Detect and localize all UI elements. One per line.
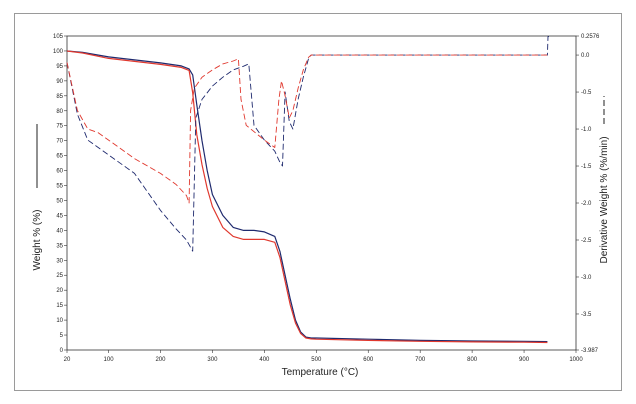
left-tick-label: 80 [56, 109, 63, 115]
x-tick-label: 400 [259, 357, 270, 363]
x-tick-label: 1000 [569, 357, 583, 363]
series-line-1-left-solid [66, 50, 548, 343]
right-tick-label: -3.987 [581, 348, 599, 354]
right-tick-label: -1.0 [581, 127, 592, 133]
left-tick-label: 95 [56, 64, 63, 70]
left-tick-label: 20 [56, 288, 63, 294]
x-tick-label: 800 [467, 357, 478, 363]
left-tick-label: 85 [56, 94, 63, 100]
x-tick-label: 300 [207, 357, 218, 363]
left-tick-label: 0 [60, 348, 64, 354]
plot-border [66, 35, 577, 351]
left-axis-title-group: Weight % (%) [32, 124, 43, 270]
left-axis-title: Weight % (%) [32, 210, 43, 271]
series-line-2-left-solid [66, 50, 548, 344]
right-tick-label: -3.0 [581, 275, 592, 281]
x-tick-label: 200 [155, 357, 166, 363]
left-tick-label: 60 [56, 169, 63, 175]
left-tick-label: 100 [53, 49, 64, 55]
left-tick-label: 105 [53, 34, 64, 40]
x-tick-label: 500 [311, 357, 322, 363]
right-tick-label: -1.5 [581, 164, 592, 170]
left-axis-ticks: 0 5 10 15 20 25 30 35 40 45 50 55 60 65 70 75 80 85 90 95 10… [53, 34, 67, 354]
series-line-4-right-dashed [66, 54, 548, 204]
right-tick-label: -3.5 [581, 312, 592, 318]
plot-area [66, 35, 577, 351]
right-axis-title-group: Derivative Weight % (%/min) [599, 96, 610, 264]
left-tick-label: 30 [56, 258, 63, 264]
left-tick-label: 50 [56, 198, 63, 204]
chart-frame [14, 13, 622, 391]
right-tick-label: -0.5 [581, 90, 592, 96]
left-tick-label: 40 [56, 228, 63, 234]
x-tick-label: 900 [519, 357, 530, 363]
left-tick-label: 15 [56, 303, 63, 309]
x-tick-label: 100 [104, 357, 115, 363]
right-tick-label: -2.0 [581, 201, 592, 207]
x-tick-label: 700 [415, 357, 426, 363]
left-tick-label: 35 [56, 243, 63, 249]
series-line-3-right-dashed [66, 36, 549, 252]
x-axis-ticks: 20 100 200 300 400 500 600 700 800 900 1000 [64, 350, 583, 363]
x-tick-label: 20 [64, 357, 71, 363]
left-tick-label: 10 [56, 318, 63, 324]
right-tick-label: -2.5 [581, 238, 592, 244]
left-tick-label: 5 [60, 333, 64, 339]
left-tick-label: 70 [56, 139, 63, 145]
left-tick-label: 45 [56, 213, 63, 219]
left-tick-label: 25 [56, 273, 63, 279]
left-tick-label: 65 [56, 154, 63, 160]
left-tick-label: 75 [56, 124, 63, 130]
left-tick-label: 90 [56, 79, 63, 85]
x-axis-title: Temperature (°C) [282, 367, 359, 378]
right-axis-title: Derivative Weight % (%/min) [599, 136, 610, 263]
right-axis-ticks: 0.2576 0.0 -0.5 -1.0 -1.5 -2.0 -2.5 -3.0 -3.5 -3.… [576, 34, 600, 354]
x-tick-label: 600 [363, 357, 374, 363]
series-lines [66, 36, 549, 344]
right-tick-label: 0.2576 [581, 34, 600, 40]
left-tick-label: 55 [56, 184, 63, 190]
right-tick-label: 0.0 [581, 53, 590, 59]
